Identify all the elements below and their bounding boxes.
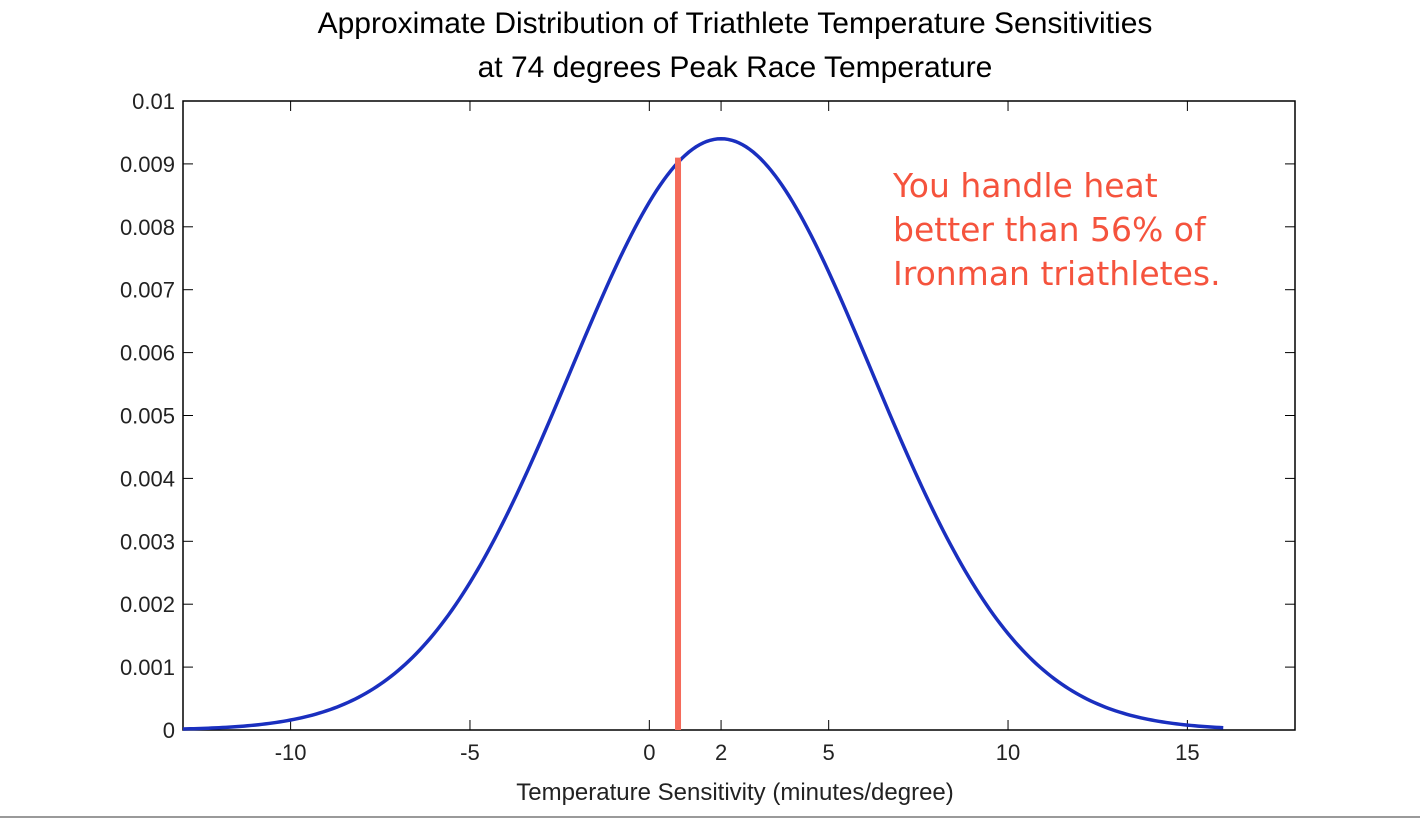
y-tick-label: 0.002 [120, 592, 175, 617]
y-tick-label: 0.004 [120, 466, 175, 491]
x-axis-label: Temperature Sensitivity (minutes/degree) [516, 779, 954, 806]
annotation-line-3: Ironman triathletes. [893, 254, 1221, 293]
x-tick-label: 0 [643, 740, 655, 765]
annotation-line-2: better than 56% of [893, 210, 1207, 249]
window-bottom-border [0, 816, 1420, 818]
x-tick-label: -10 [275, 740, 307, 765]
x-tick-label: 10 [996, 740, 1020, 765]
y-tick-label: 0.001 [120, 655, 175, 680]
y-tick-label: 0.008 [120, 215, 175, 240]
y-tick-label: 0.003 [120, 529, 175, 554]
x-tick-label: 2 [715, 740, 727, 765]
distribution-curve [182, 136, 1224, 731]
y-tick-label: 0.007 [120, 278, 175, 303]
y-tick-label: 0.005 [120, 404, 175, 429]
y-tick-label: 0.009 [120, 152, 175, 177]
chart-title-line-2: at 74 degrees Peak Race Temperature [478, 51, 993, 84]
y-tick-label: 0.01 [132, 89, 175, 114]
y-tick-label: 0 [163, 718, 175, 743]
x-tick-label: -5 [460, 740, 480, 765]
x-tick-label: 5 [823, 740, 835, 765]
x-axis: -10 -5 0 2 5 10 15 [275, 101, 1200, 765]
plot-area [182, 100, 1296, 731]
annotation-line-1: You handle heat [892, 166, 1158, 205]
chart-title: Approximate Distribution of Triathlete T… [318, 7, 1153, 84]
chart-title-line-1: Approximate Distribution of Triathlete T… [318, 7, 1153, 40]
annotation: You handle heat better than 56% of Ironm… [892, 166, 1221, 293]
y-tick-label: 0.006 [120, 341, 175, 366]
x-tick-label: 15 [1175, 740, 1199, 765]
y-axis: 0 0.001 0.002 0.003 0.004 0.005 0.006 0.007 0.00… [120, 89, 1295, 743]
